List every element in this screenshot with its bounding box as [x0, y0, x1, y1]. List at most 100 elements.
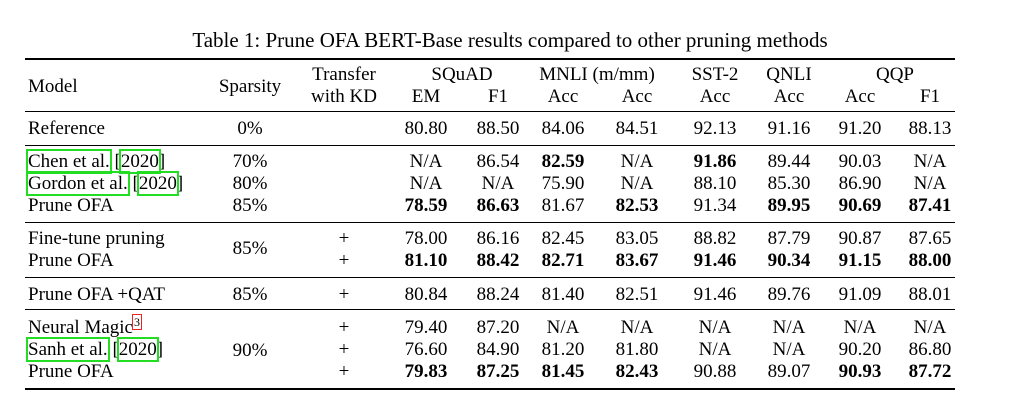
sparsity-cell: 0%	[237, 118, 263, 139]
value-cell: 81.10	[404, 250, 448, 271]
citation-year-link[interactable]: 2020	[118, 149, 161, 174]
kd-cell: +	[338, 339, 350, 360]
value-cell: 86.16	[476, 228, 520, 249]
header-metric: Acc	[547, 86, 579, 107]
model-name: Neural Magic3	[28, 313, 142, 339]
value-cell: 81.67	[541, 195, 585, 216]
value-cell: 91.34	[693, 195, 737, 216]
header-metric: EM	[411, 86, 441, 107]
header-metric: F1	[919, 86, 941, 107]
citation-bracket: [	[107, 339, 119, 360]
value-cell: 91.20	[838, 118, 882, 139]
bottom-rule	[25, 388, 955, 390]
value-cell: 88.01	[908, 284, 952, 305]
value-cell: 91.46	[693, 284, 737, 305]
header-transfer: Transfer	[312, 64, 376, 85]
header-metric: Acc	[773, 86, 805, 107]
value-cell: 83.67	[615, 250, 659, 271]
citation-bracket: ]	[158, 151, 166, 172]
value-cell: 87.79	[767, 228, 811, 249]
value-cell: 86.90	[838, 173, 882, 194]
value-cell: 80.84	[404, 284, 448, 305]
value-cell: 89.76	[767, 284, 811, 305]
value-cell: 91.09	[838, 284, 882, 305]
top-rule	[25, 58, 955, 60]
citation-bracket: ]	[176, 173, 184, 194]
header-group-mnli: MNLI (m/mm)	[539, 64, 655, 85]
kd-cell: +	[338, 250, 350, 271]
model-name: Prune OFA	[28, 195, 114, 216]
value-cell: N/A	[698, 317, 732, 338]
value-cell: 76.60	[404, 339, 448, 360]
sparsity-cell: 80%	[232, 173, 268, 194]
value-cell: 88.13	[908, 118, 952, 139]
value-cell: N/A	[481, 173, 515, 194]
value-cell: 79.83	[404, 361, 448, 382]
value-cell: 81.80	[615, 339, 659, 360]
value-cell: 82.53	[615, 195, 659, 216]
citation-author-link[interactable]: Chen et al.	[26, 149, 112, 174]
section-rule	[25, 145, 955, 146]
value-cell: 78.59	[404, 195, 448, 216]
value-cell: 91.46	[693, 250, 737, 271]
value-cell: 82.51	[615, 284, 659, 305]
value-cell: 86.80	[908, 339, 952, 360]
value-cell: 90.69	[838, 195, 882, 216]
model-name: Gordon et al. [2020]	[26, 171, 184, 196]
sparsity-cell: 70%	[232, 151, 268, 172]
sparsity-cell: 85%	[232, 284, 268, 305]
header-group-qqp: QQP	[875, 64, 915, 85]
value-cell: 82.59	[541, 151, 585, 172]
value-cell: 88.42	[476, 250, 520, 271]
value-cell: N/A	[698, 339, 732, 360]
value-cell: 84.06	[541, 118, 585, 139]
header-metric: F1	[487, 86, 509, 107]
value-cell: 79.40	[404, 317, 448, 338]
citation-author-link[interactable]: Sanh et al.	[26, 337, 110, 362]
value-cell: 91.16	[767, 118, 811, 139]
value-cell: N/A	[772, 317, 806, 338]
header-metric: Acc	[699, 86, 731, 107]
value-cell: 78.00	[404, 228, 448, 249]
header-group-squad: SQuAD	[431, 64, 493, 85]
model-name: Prune OFA	[28, 250, 114, 271]
citation-year-link[interactable]: 2020	[116, 337, 159, 362]
citation-bracket: [	[109, 151, 121, 172]
section-rule	[25, 309, 955, 310]
header-sparsity: Sparsity	[218, 76, 282, 97]
value-cell: N/A	[620, 317, 654, 338]
value-cell: 90.34	[767, 250, 811, 271]
sparsity-merged: 85%	[232, 238, 268, 259]
value-cell: 86.54	[476, 151, 520, 172]
value-cell: 81.40	[541, 284, 585, 305]
value-cell: 82.45	[541, 228, 585, 249]
value-cell: N/A	[913, 317, 947, 338]
value-cell: 92.13	[693, 118, 737, 139]
value-cell: 87.65	[908, 228, 952, 249]
model-label: Neural Magic	[28, 317, 133, 338]
value-cell: 89.95	[767, 195, 811, 216]
value-cell: 85.30	[767, 173, 811, 194]
header-metric: Acc	[621, 86, 653, 107]
citation-author-link[interactable]: Gordon et al.	[26, 171, 130, 196]
model-name: Prune OFA +QAT	[28, 284, 166, 305]
footnote-link[interactable]: 3	[131, 313, 142, 330]
value-cell: 90.20	[838, 339, 882, 360]
value-cell: 89.44	[767, 151, 811, 172]
sparsity-merged: 90%	[232, 340, 268, 361]
value-cell: 80.80	[404, 118, 448, 139]
citation-year-link[interactable]: 2020	[136, 171, 179, 196]
value-cell: 87.20	[476, 317, 520, 338]
model-name: Reference	[28, 118, 105, 139]
value-cell: 87.25	[476, 361, 520, 382]
value-cell: 88.82	[693, 228, 737, 249]
kd-cell: +	[338, 361, 350, 382]
citation-bracket: ]	[156, 339, 164, 360]
value-cell: 90.87	[838, 228, 882, 249]
table-caption: Table 1: Prune OFA BERT-Base results com…	[192, 28, 828, 52]
value-cell: 89.07	[767, 361, 811, 382]
value-cell: N/A	[620, 151, 654, 172]
value-cell: 90.88	[693, 361, 737, 382]
value-cell: 88.24	[476, 284, 520, 305]
kd-cell: +	[338, 284, 350, 305]
